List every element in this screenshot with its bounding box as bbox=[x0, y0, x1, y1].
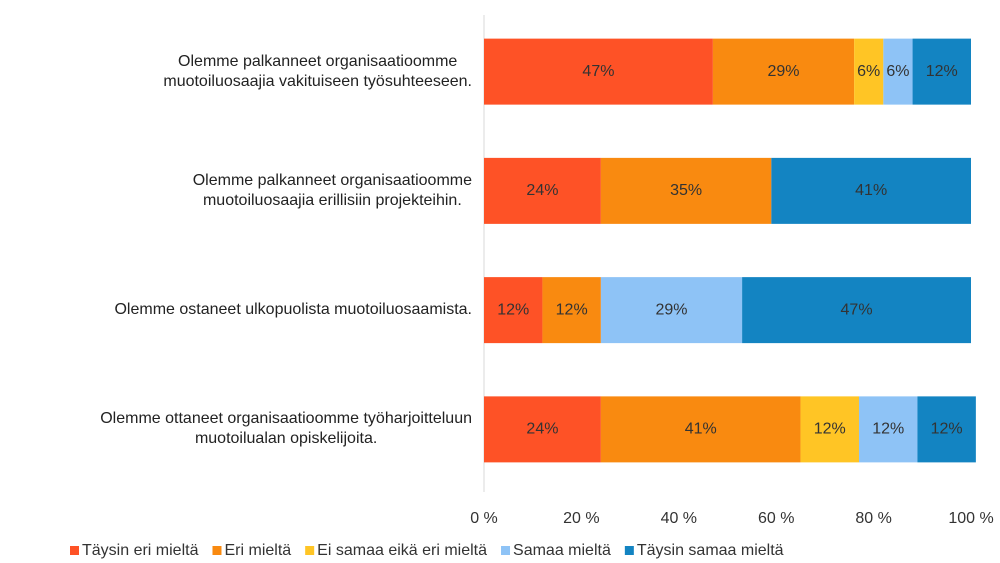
data-label: 12% bbox=[872, 421, 904, 438]
legend-swatch bbox=[624, 546, 634, 555]
bar-segment bbox=[712, 38, 855, 105]
x-tick-label: 0 % bbox=[470, 510, 498, 527]
bar-segment bbox=[858, 396, 918, 463]
x-tick-label: 20 % bbox=[563, 510, 599, 527]
x-tick-label: 100 % bbox=[948, 510, 993, 527]
category-label: Olemme palkanneet organisaatioomme muoto… bbox=[193, 171, 472, 211]
data-label: 47% bbox=[841, 301, 873, 318]
legend-swatch bbox=[70, 546, 79, 555]
data-label: 12% bbox=[497, 301, 529, 318]
bar-segment bbox=[484, 396, 601, 463]
bar-segment bbox=[484, 157, 601, 224]
legend-label: Samaa mieltä bbox=[513, 542, 611, 559]
category-label: Olemme ottaneet organisaatioomme työharj… bbox=[100, 409, 472, 449]
legend-label: Täysin eri mieltä bbox=[82, 542, 199, 559]
data-label: 6% bbox=[857, 63, 880, 80]
data-label: 47% bbox=[582, 63, 614, 80]
bar-segment bbox=[883, 38, 913, 105]
legend-label: Täysin samaa mieltä bbox=[637, 542, 784, 559]
x-tick-label: 60 % bbox=[758, 510, 794, 527]
legend-label: Ei samaa eikä eri mieltä bbox=[317, 542, 487, 559]
bar-segment bbox=[854, 38, 884, 105]
bar-segment bbox=[742, 277, 971, 344]
bar-segment bbox=[484, 277, 543, 344]
bar-segment bbox=[484, 38, 713, 105]
data-label: 12% bbox=[556, 301, 588, 318]
bar-segment bbox=[912, 38, 971, 105]
data-label: 29% bbox=[767, 63, 799, 80]
data-label: 41% bbox=[855, 182, 887, 199]
category-text: Olemme palkanneet organisaatioomme muoto… bbox=[163, 52, 472, 90]
bar-segment bbox=[771, 157, 971, 224]
category-text: Olemme palkanneet organisaatioomme muoto… bbox=[192, 171, 472, 209]
legend-swatch bbox=[501, 546, 511, 555]
x-tick-label: 40 % bbox=[661, 510, 697, 527]
legend-swatch bbox=[212, 546, 222, 555]
bar-segment bbox=[600, 396, 801, 463]
data-label: 24% bbox=[526, 182, 558, 199]
data-label: 24% bbox=[526, 421, 558, 438]
data-label: 6% bbox=[886, 63, 909, 80]
data-label: 12% bbox=[926, 63, 958, 80]
bar-segment bbox=[600, 157, 772, 224]
data-label: 35% bbox=[670, 182, 702, 199]
legend-label: Eri mieltä bbox=[224, 542, 291, 559]
data-label: 12% bbox=[814, 421, 846, 438]
data-label: 29% bbox=[655, 301, 687, 318]
data-label: 12% bbox=[931, 421, 963, 438]
data-label: 41% bbox=[685, 421, 717, 438]
category-label: Olemme ostaneet ulkopuolista muotoiluosa… bbox=[114, 300, 472, 320]
legend-swatch bbox=[305, 546, 315, 555]
bar-segment bbox=[917, 396, 976, 463]
category-text: Olemme ottaneet organisaatioomme työharj… bbox=[100, 410, 472, 448]
bar-segment bbox=[800, 396, 859, 463]
category-text: Olemme ostaneet ulkopuolista muotoiluosa… bbox=[114, 301, 472, 319]
x-tick-label: 80 % bbox=[855, 510, 891, 527]
bar-segment bbox=[600, 277, 743, 344]
bar-segment bbox=[542, 277, 601, 344]
category-label: Olemme palkanneet organisaatioomme muoto… bbox=[163, 52, 472, 92]
